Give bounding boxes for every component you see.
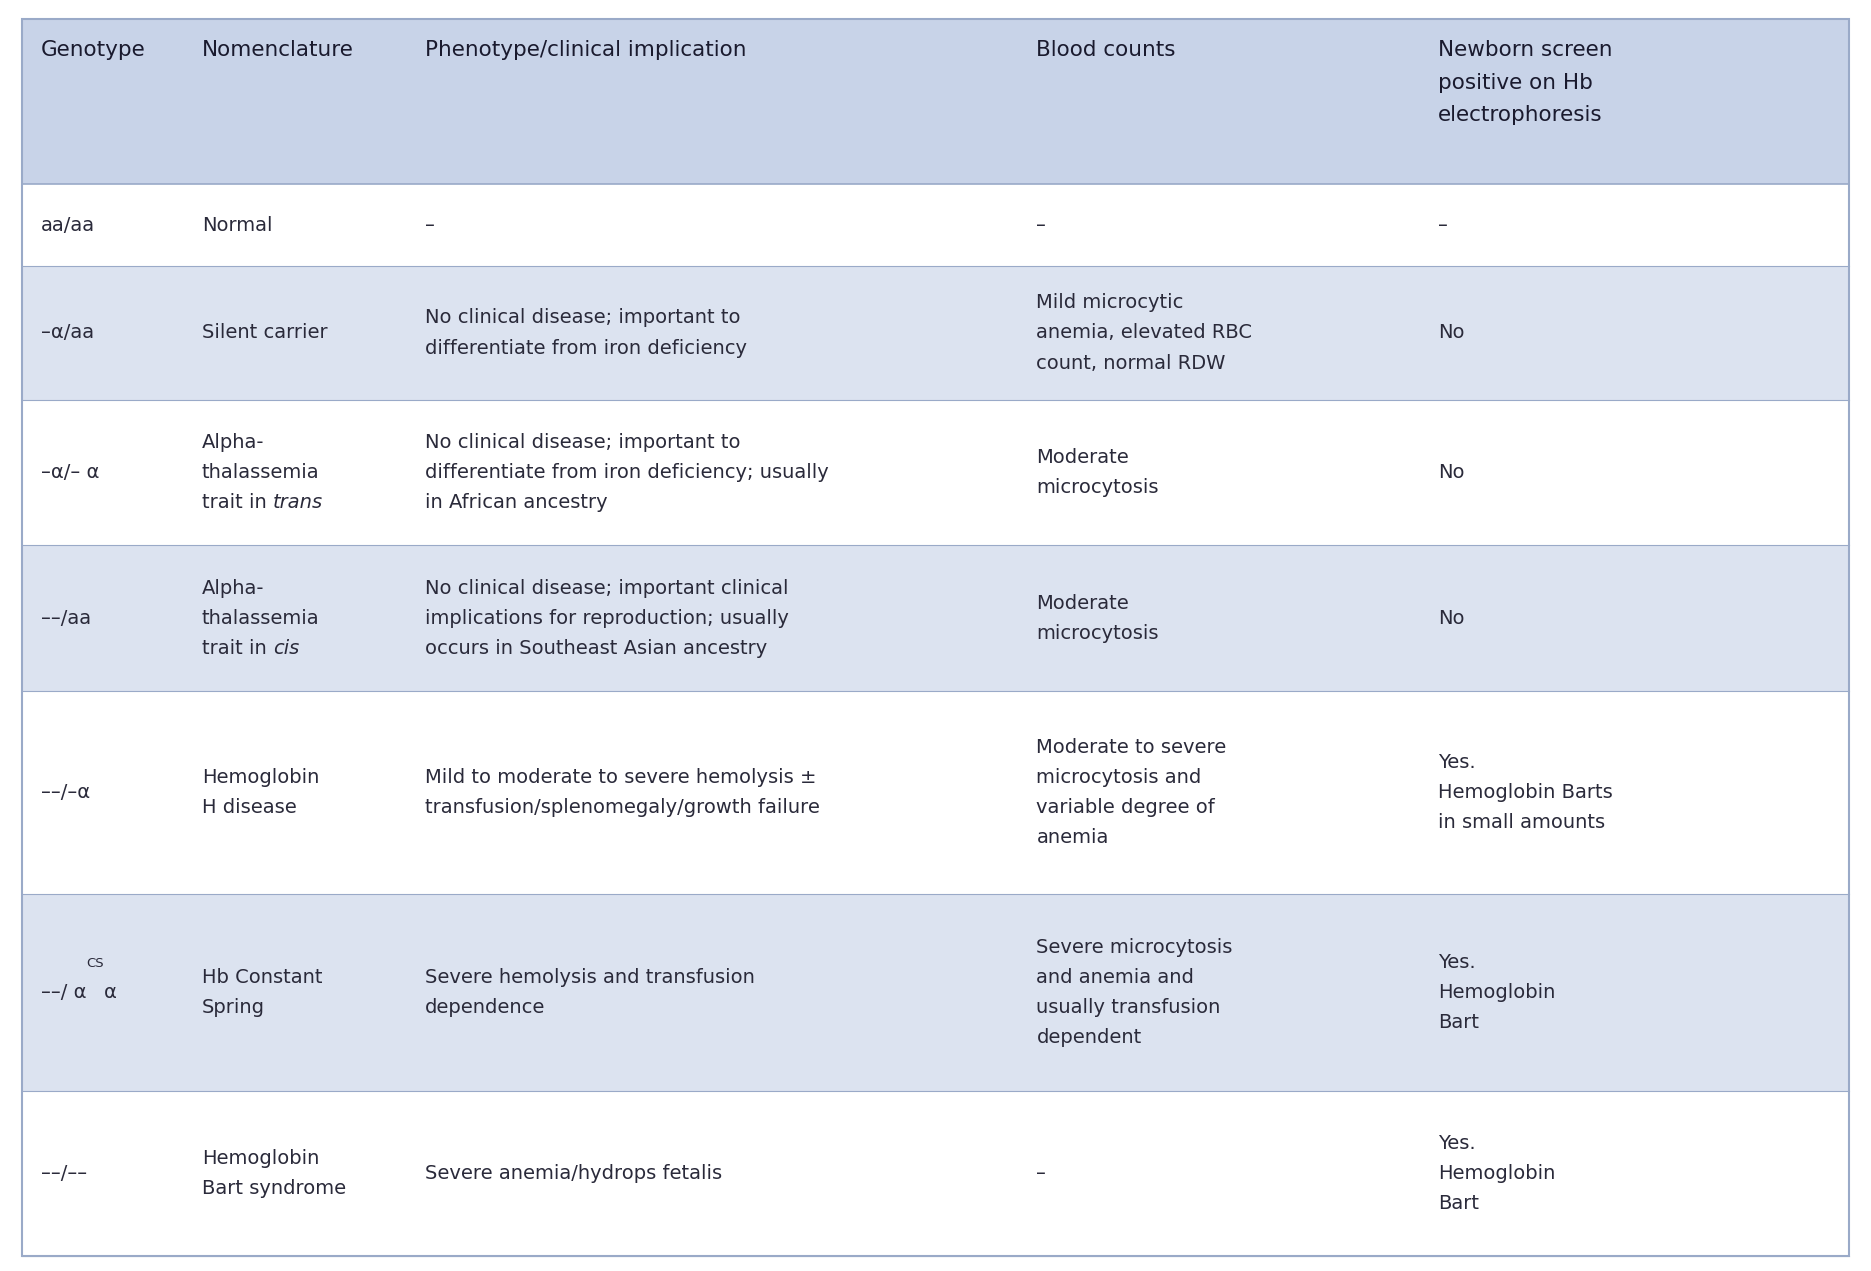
Text: trait in: trait in	[202, 639, 273, 658]
Text: differentiate from iron deficiency; usually: differentiate from iron deficiency; usua…	[425, 463, 829, 482]
Text: in African ancestry: in African ancestry	[425, 493, 608, 512]
Text: Hemoglobin: Hemoglobin	[1439, 1164, 1555, 1183]
Text: No clinical disease; important clinical: No clinical disease; important clinical	[425, 578, 788, 597]
Bar	[22, 895, 1849, 1091]
Text: Phenotype/clinical implication: Phenotype/clinical implication	[425, 41, 747, 61]
Text: Bart syndrome: Bart syndrome	[202, 1179, 346, 1197]
Text: trait in: trait in	[202, 493, 273, 512]
Bar	[22, 545, 1849, 691]
Text: Genotype: Genotype	[41, 41, 146, 61]
Text: ––/–α: ––/–α	[41, 783, 90, 802]
Text: –: –	[1037, 1164, 1046, 1183]
Text: Severe microcytosis: Severe microcytosis	[1037, 938, 1233, 957]
Text: H disease: H disease	[202, 798, 297, 817]
Text: variable degree of: variable degree of	[1037, 798, 1214, 817]
Text: Newborn screen: Newborn screen	[1439, 41, 1613, 61]
Text: dependence: dependence	[425, 998, 544, 1017]
Bar	[22, 691, 1849, 895]
Text: CS: CS	[86, 957, 105, 970]
Text: Hemoglobin: Hemoglobin	[1439, 982, 1555, 1002]
Text: α: α	[105, 982, 118, 1002]
Text: in small amounts: in small amounts	[1439, 813, 1605, 833]
Text: –α/aa: –α/aa	[41, 324, 94, 342]
Text: Severe anemia/hydrops fetalis: Severe anemia/hydrops fetalis	[425, 1164, 722, 1183]
Text: Bart: Bart	[1439, 1013, 1480, 1032]
Text: trans: trans	[273, 493, 324, 512]
Bar	[22, 399, 1849, 545]
Text: Hb Constant: Hb Constant	[202, 969, 322, 988]
Text: Hemoglobin: Hemoglobin	[202, 1149, 320, 1168]
Text: Normal: Normal	[202, 216, 273, 235]
Text: ––/––: ––/––	[41, 1164, 88, 1183]
Text: thalassemia: thalassemia	[202, 463, 320, 482]
Text: Severe hemolysis and transfusion: Severe hemolysis and transfusion	[425, 969, 754, 988]
Text: microcytosis: microcytosis	[1037, 478, 1158, 497]
Text: thalassemia: thalassemia	[202, 609, 320, 628]
Text: cis: cis	[273, 639, 299, 658]
Text: Yes.: Yes.	[1439, 1134, 1476, 1153]
Text: No: No	[1439, 609, 1465, 628]
Text: –: –	[1037, 216, 1046, 235]
Bar	[22, 184, 1849, 267]
Text: aa/aa: aa/aa	[41, 216, 95, 235]
Text: microcytosis: microcytosis	[1037, 624, 1158, 643]
Text: Moderate: Moderate	[1037, 447, 1128, 466]
Text: Yes.: Yes.	[1439, 953, 1476, 972]
Bar	[22, 267, 1849, 399]
Text: Nomenclature: Nomenclature	[202, 41, 354, 61]
Text: occurs in Southeast Asian ancestry: occurs in Southeast Asian ancestry	[425, 639, 767, 658]
Bar	[22, 1091, 1849, 1256]
Text: transfusion/splenomegaly/growth failure: transfusion/splenomegaly/growth failure	[425, 798, 819, 817]
Text: Yes.: Yes.	[1439, 754, 1476, 773]
Text: dependent: dependent	[1037, 1028, 1141, 1047]
Text: electrophoresis: electrophoresis	[1439, 105, 1603, 125]
Text: –α/– α: –α/– α	[41, 463, 99, 482]
Text: implications for reproduction; usually: implications for reproduction; usually	[425, 609, 788, 628]
Text: microcytosis and: microcytosis and	[1037, 768, 1201, 787]
Text: Alpha-: Alpha-	[202, 578, 264, 597]
Text: Spring: Spring	[202, 998, 266, 1017]
Text: Moderate to severe: Moderate to severe	[1037, 738, 1227, 758]
Text: and anemia and: and anemia and	[1037, 969, 1194, 988]
Text: –: –	[425, 216, 434, 235]
Bar	[22, 19, 1849, 184]
Text: No clinical disease; important to: No clinical disease; important to	[425, 433, 741, 452]
Text: Mild to moderate to severe hemolysis ±: Mild to moderate to severe hemolysis ±	[425, 768, 816, 787]
Text: anemia, elevated RBC: anemia, elevated RBC	[1037, 324, 1252, 342]
Text: Alpha-: Alpha-	[202, 433, 264, 452]
Text: Hemoglobin Barts: Hemoglobin Barts	[1439, 783, 1613, 802]
Text: Blood counts: Blood counts	[1037, 41, 1175, 61]
Text: ––/ α: ––/ α	[41, 982, 86, 1002]
Text: No: No	[1439, 324, 1465, 342]
Text: Hemoglobin: Hemoglobin	[202, 768, 320, 787]
Text: positive on Hb: positive on Hb	[1439, 72, 1592, 93]
Text: anemia: anemia	[1037, 829, 1110, 848]
Text: No: No	[1439, 463, 1465, 482]
Text: –: –	[1439, 216, 1448, 235]
Text: usually transfusion: usually transfusion	[1037, 998, 1220, 1017]
Text: differentiate from iron deficiency: differentiate from iron deficiency	[425, 338, 747, 357]
Text: Bart: Bart	[1439, 1193, 1480, 1213]
Text: Mild microcytic: Mild microcytic	[1037, 294, 1184, 313]
Text: ––/aa: ––/aa	[41, 609, 92, 628]
Text: count, normal RDW: count, normal RDW	[1037, 353, 1226, 372]
Text: Moderate: Moderate	[1037, 594, 1128, 613]
Text: Silent carrier: Silent carrier	[202, 324, 327, 342]
Text: No clinical disease; important to: No clinical disease; important to	[425, 309, 741, 328]
